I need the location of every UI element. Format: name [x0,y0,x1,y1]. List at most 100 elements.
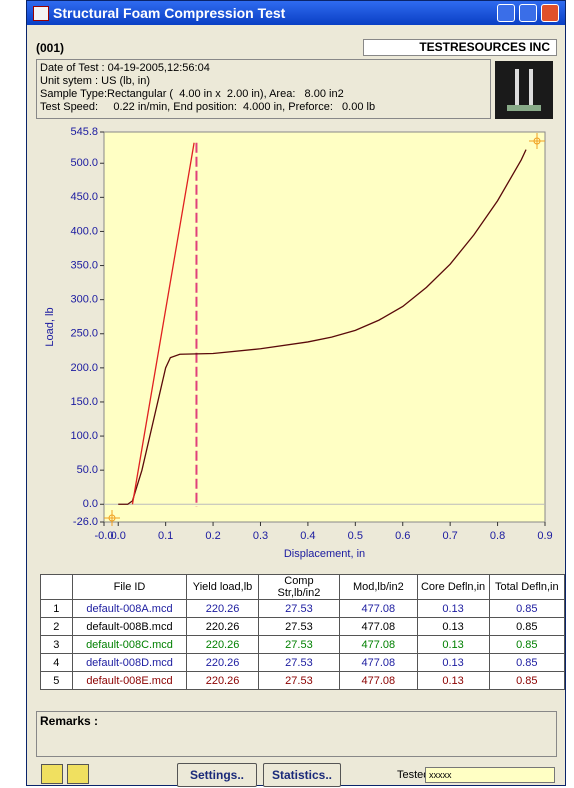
copy-button[interactable] [67,764,89,784]
x-tick-label: 0.8 [490,530,505,542]
chart: -26.0 0.0 50.0 100.0 150.0 200.0 250.0 300.0 350… [36,121,558,567]
x-tick-label: 0.7 [443,530,458,542]
index-header [41,575,73,600]
table-cell: default-008C.mcd [72,636,187,654]
y-axis-label: Load, lb [44,307,56,346]
column-header: Core Defln,in [417,575,489,600]
x-tick-label: 0.9 [537,530,552,542]
table-cell: 0.13 [417,654,489,672]
table-cell: 27.53 [258,672,339,690]
table-cell: 27.53 [258,618,339,636]
window-title: Structural Foam Compression Test [53,1,285,25]
company-box: TESTRESOURCES INC [363,39,557,56]
table-cell: default-008A.mcd [72,600,187,618]
table-cell: 27.53 [258,654,339,672]
table-cell: 220.26 [187,618,258,636]
y-tick-label: 0.0 [83,498,98,510]
y-tick-label: 545.8 [70,126,98,138]
table-cell: 220.26 [187,672,258,690]
plot-area [104,132,545,522]
close-button[interactable] [541,4,559,22]
x-tick-label: 0.6 [395,530,410,542]
x-tick-label: 0.0 [111,530,126,542]
y-tick-label: 50.0 [77,464,98,476]
y-tick-label: 150.0 [70,396,98,408]
remarks-label: Remarks : [37,712,556,730]
column-header: Total Defln,in [489,575,564,600]
x-tick-label: 0.5 [348,530,363,542]
statistics-button[interactable]: Statistics.. [263,763,341,787]
y-tick-label: 450.0 [70,191,98,203]
table-cell: 220.26 [187,636,258,654]
table-cell: 477.08 [340,600,417,618]
info-line: Sample Type:Rectangular ( 4.00 in x 2.00… [40,88,487,101]
x-axis-label: Displacement, in [284,548,365,560]
column-header: File ID [72,575,187,600]
tested-by-input[interactable]: xxxxx [425,767,555,783]
maximize-button[interactable] [519,4,537,22]
table-cell: 0.85 [489,636,564,654]
table-cell: 0.13 [417,636,489,654]
remarks-box: Remarks : [36,711,557,757]
table-cell: 0.85 [489,654,564,672]
table-cell: default-008B.mcd [72,618,187,636]
row-index: 2 [41,618,73,636]
app-icon [33,6,49,21]
column-header: Comp Str,lb/in2 [258,575,339,600]
info-line: Test Speed: 0.22 in/min, End position: 4… [40,101,487,114]
x-tick-label: 0.2 [205,530,220,542]
table-cell: 27.53 [258,636,339,654]
column-header: Mod,lb/in2 [340,575,417,600]
table-cell: 477.08 [340,618,417,636]
row-index: 5 [41,672,73,690]
test-id: (001) [36,41,64,55]
y-tick-label: 300.0 [70,294,98,306]
table-cell: 0.13 [417,672,489,690]
row-index: 3 [41,636,73,654]
y-tick-label: 250.0 [70,328,98,340]
info-line: Unit sytem : US (lb, in) [40,75,487,88]
window: Structural Foam Compression Test (001) T… [26,0,566,786]
table-cell: 27.53 [258,600,339,618]
settings-button[interactable]: Settings.. [177,763,257,787]
x-tick-label: 0.1 [158,530,173,542]
column-header: Yield load,lb [187,575,258,600]
x-tick-label: 0.3 [253,530,268,542]
row-index: 4 [41,654,73,672]
y-tick-label: 500.0 [70,157,98,169]
table-cell: 477.08 [340,636,417,654]
y-tick-label: -26.0 [73,516,98,528]
table-cell: default-008D.mcd [72,654,187,672]
table-cell: 220.26 [187,654,258,672]
row-index: 1 [41,600,73,618]
minimize-button[interactable] [497,4,515,22]
y-tick-label: 400.0 [70,225,98,237]
y-tick-label: 200.0 [70,362,98,374]
y-tick-label: 100.0 [70,430,98,442]
table-cell: 0.13 [417,600,489,618]
table-cell: 220.26 [187,600,258,618]
info-line: Date of Test : 04-19-2005,12:56:04 [40,62,487,75]
y-tick-label: 350.0 [70,259,98,271]
page: Structural Foam Compression Test (001) T… [0,0,574,788]
table-cell: 0.85 [489,672,564,690]
x-tick-label: 0.4 [300,530,315,542]
table-cell: 477.08 [340,672,417,690]
table-cell: 0.13 [417,618,489,636]
table-cell: 477.08 [340,654,417,672]
results-table-wrap: File IDYield load,lbComp Str,lb/in2Mod,l… [40,574,565,690]
title-bar: Structural Foam Compression Test [27,1,565,25]
machine-image [495,61,553,119]
table-cell: 0.85 [489,600,564,618]
table-cell: default-008E.mcd [72,672,187,690]
table-cell: 0.85 [489,618,564,636]
print-button[interactable] [41,764,63,784]
